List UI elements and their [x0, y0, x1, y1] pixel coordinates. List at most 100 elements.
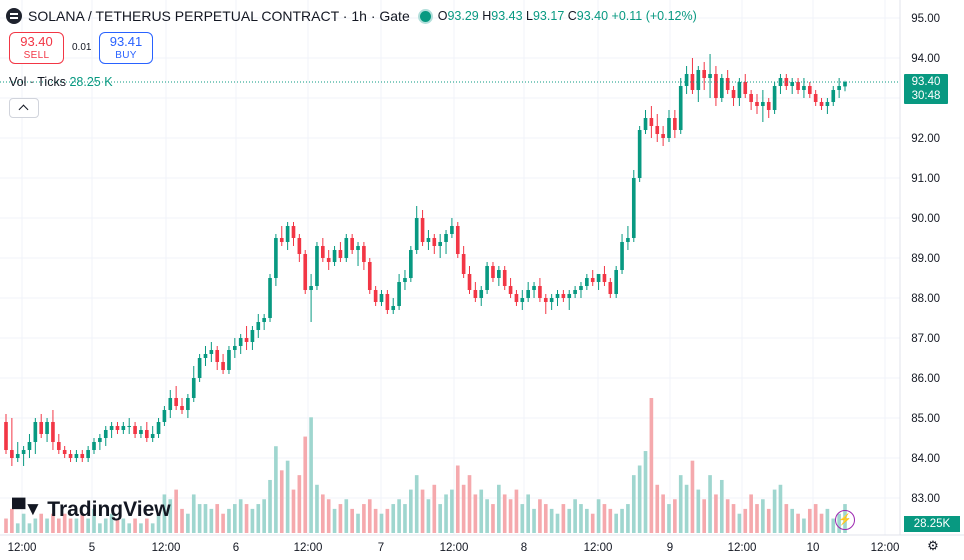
sell-button[interactable]: 93.40 SELL	[9, 32, 64, 64]
volume-bar	[532, 508, 536, 533]
candle-body	[514, 294, 519, 302]
candle-body	[250, 330, 255, 342]
volume-bar	[244, 504, 249, 533]
time-axis[interactable]: 12:00 5 12:00 6 12:00 7 12:00 8 12:00 9 12:00 10 12:…	[8, 542, 900, 554]
tradingview-logo[interactable]: ▀▼ TradingView	[12, 498, 171, 522]
candle-body	[807, 86, 812, 94]
chart-header: SOLANA / TETHERUS PERPETUAL CONTRACT · 1…	[6, 6, 697, 26]
volume-bar	[62, 513, 67, 533]
candle-body	[520, 298, 525, 302]
candle-body	[133, 426, 137, 434]
volume-bar	[391, 504, 396, 533]
candle-body	[162, 410, 167, 422]
time-tick-label: 12:00	[871, 542, 900, 554]
volume-bar	[579, 504, 583, 533]
candle-body	[420, 218, 425, 242]
volume-bar	[573, 499, 577, 533]
candle-body	[602, 274, 607, 282]
candle-body	[813, 94, 818, 102]
last-price-tag: 93.40 30:48	[904, 74, 948, 104]
candle-body	[725, 78, 730, 90]
candle-body	[180, 406, 184, 410]
time-tick-label: 12:00	[294, 542, 323, 554]
candle-body	[291, 226, 296, 238]
candle-body	[409, 250, 413, 278]
candle-body	[297, 238, 302, 254]
candle-body	[655, 126, 660, 134]
volume-bar	[497, 484, 501, 533]
spread-value: 0.01	[72, 42, 92, 53]
candle-body	[197, 358, 202, 378]
candle-body	[209, 350, 214, 354]
symbol-title[interactable]: SOLANA / TETHERUS PERPETUAL CONTRACT · 1…	[28, 8, 410, 24]
volume-bar	[74, 518, 79, 533]
volume-bar	[649, 398, 654, 533]
candle-body	[203, 354, 208, 358]
candle-body	[831, 90, 836, 102]
volume-bar	[696, 489, 701, 533]
candle-body	[567, 294, 572, 298]
volume-bar	[215, 504, 220, 533]
candle-body	[144, 430, 149, 438]
volume-bar	[796, 513, 800, 533]
volume-bar	[684, 484, 689, 533]
volume-bar	[461, 484, 466, 533]
volume-bar	[714, 494, 718, 533]
candle-body	[403, 278, 407, 282]
volume-bar	[631, 475, 636, 533]
candle-body	[573, 290, 577, 294]
candle-body	[637, 130, 642, 178]
candle-body	[450, 226, 454, 234]
time-tick-label: 6	[233, 542, 239, 554]
volume-bar	[508, 499, 513, 533]
price-tick-label: 84.00	[911, 453, 940, 465]
candle-body	[274, 238, 278, 278]
volume-bar	[444, 494, 448, 533]
volume-bar	[602, 504, 607, 533]
volume-bar	[608, 508, 613, 533]
ohlc-values: O93.29 H93.43 L93.17 C93.40 +0.11 (+0.12…	[438, 9, 697, 23]
volume-bar	[590, 513, 595, 533]
high-label: H	[482, 9, 492, 23]
collapse-chevron-icon[interactable]	[9, 98, 39, 118]
volume-bar	[80, 513, 85, 533]
lightning-icon[interactable]: ⚡	[835, 510, 855, 530]
time-tick-label: 10	[807, 542, 820, 554]
candle-body	[438, 242, 442, 246]
gear-icon[interactable]: ⚙	[927, 538, 939, 553]
volume-bar	[209, 508, 214, 533]
volume-bar	[168, 499, 173, 533]
volume-bar	[321, 494, 325, 533]
volume-legend[interactable]: Vol · Ticks 28.25 K	[9, 75, 113, 89]
candle-body	[98, 438, 102, 442]
candle-body	[461, 254, 466, 274]
volume-bar	[772, 489, 777, 533]
volume-legend-label: Vol · Ticks	[9, 75, 66, 89]
close-label: C	[567, 9, 577, 23]
price-tick-label: 92.00	[911, 133, 940, 145]
candle-body	[344, 238, 349, 258]
candle-body	[643, 118, 648, 130]
candle-body	[502, 270, 507, 286]
volume-bar	[455, 465, 460, 533]
buy-label: BUY	[115, 50, 137, 61]
candle-body	[843, 82, 847, 87]
volume-bar	[643, 451, 648, 533]
volume-bar	[438, 504, 442, 533]
close-value: 93.40	[576, 9, 609, 23]
candle-body	[373, 290, 378, 302]
candle-body	[714, 74, 718, 98]
volume-bar	[350, 508, 354, 533]
candle-body	[737, 82, 742, 98]
buy-button[interactable]: 93.41 BUY	[99, 32, 153, 64]
candle-body	[191, 378, 196, 398]
volume-bar	[33, 518, 38, 533]
volume-bar	[203, 504, 208, 533]
volume-bar	[755, 504, 759, 533]
symbol-icon[interactable]	[6, 8, 22, 24]
candle-body	[367, 262, 372, 290]
volume-bar	[379, 513, 384, 533]
volume-bar	[285, 460, 290, 533]
volume-bar	[813, 504, 818, 533]
